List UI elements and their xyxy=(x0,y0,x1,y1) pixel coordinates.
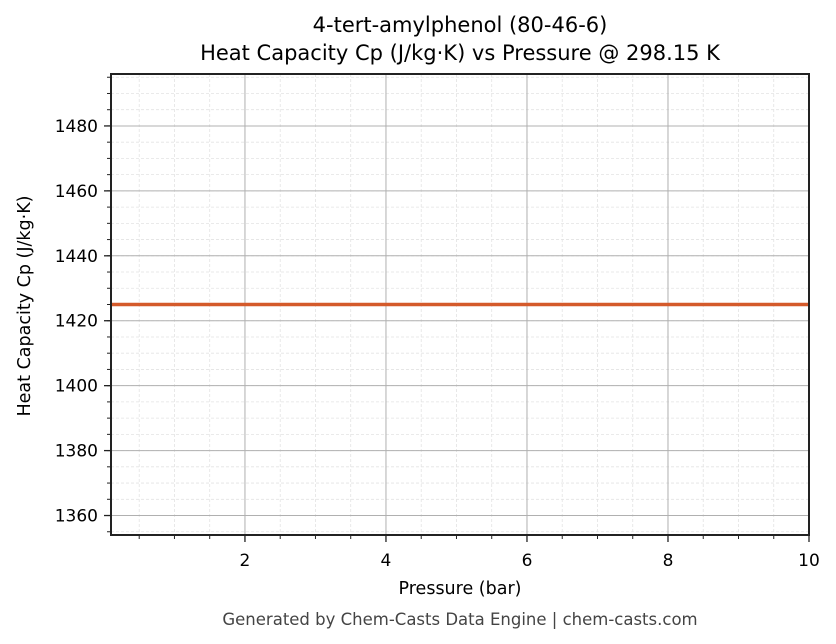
x-tick-label: 6 xyxy=(522,551,533,571)
y-axis-label: Heat Capacity Cp (J/kg·K) xyxy=(15,196,35,417)
x-tick-labels: 2 4 6 8 10 xyxy=(240,551,820,571)
y-tick-label: 1440 xyxy=(55,247,98,267)
x-tick-label: 8 xyxy=(663,551,674,571)
chart-subtitle: Heat Capacity Cp (J/kg·K) vs Pressure @ … xyxy=(200,41,720,65)
x-tick-label: 4 xyxy=(381,551,392,571)
x-axis-label: Pressure (bar) xyxy=(399,579,522,599)
y-tick-label: 1380 xyxy=(55,442,98,462)
axis-ticks xyxy=(104,76,810,542)
footer-credit: Generated by Chem-Casts Data Engine | ch… xyxy=(222,610,697,629)
y-tick-label: 1480 xyxy=(55,117,98,137)
x-tick-label: 10 xyxy=(798,551,820,571)
y-tick-labels: 1360 1380 1400 1420 1440 1460 1480 xyxy=(55,117,98,527)
y-tick-label: 1360 xyxy=(55,507,98,527)
y-tick-label: 1400 xyxy=(55,377,98,397)
y-tick-label: 1420 xyxy=(55,312,98,332)
x-tick-label: 2 xyxy=(240,551,251,571)
y-tick-label: 1460 xyxy=(55,182,98,202)
chart-title: 4-tert-amylphenol (80-46-6) xyxy=(312,13,608,37)
